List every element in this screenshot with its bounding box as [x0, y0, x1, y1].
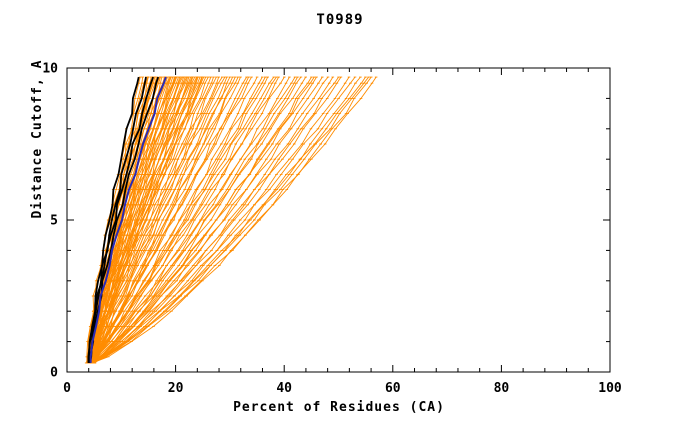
x-tick-label: 80 [494, 381, 510, 396]
model-curves [91, 76, 299, 364]
black-highlight-curves [87, 76, 154, 363]
x-tick-label: 0 [63, 381, 71, 396]
model-curves [88, 76, 370, 364]
model-curves [87, 76, 250, 364]
black-highlight-curves [89, 76, 160, 364]
x-tick-label: 60 [385, 381, 401, 396]
x-tick-label: 40 [276, 381, 292, 396]
chart-title: T0989 [316, 12, 364, 28]
x-tick-label: 20 [168, 381, 184, 396]
x-tick-label: 100 [598, 381, 622, 396]
x-axis-label: Percent of Residues (CA) [233, 400, 445, 415]
y-tick-label: 10 [42, 62, 58, 77]
y-axis-label: Distance Cutoff, A [30, 59, 45, 219]
model-curves [87, 76, 316, 364]
blue-highlight-curve [89, 76, 167, 363]
y-tick-label: 0 [50, 366, 58, 381]
y-tick-label: 5 [50, 214, 58, 229]
